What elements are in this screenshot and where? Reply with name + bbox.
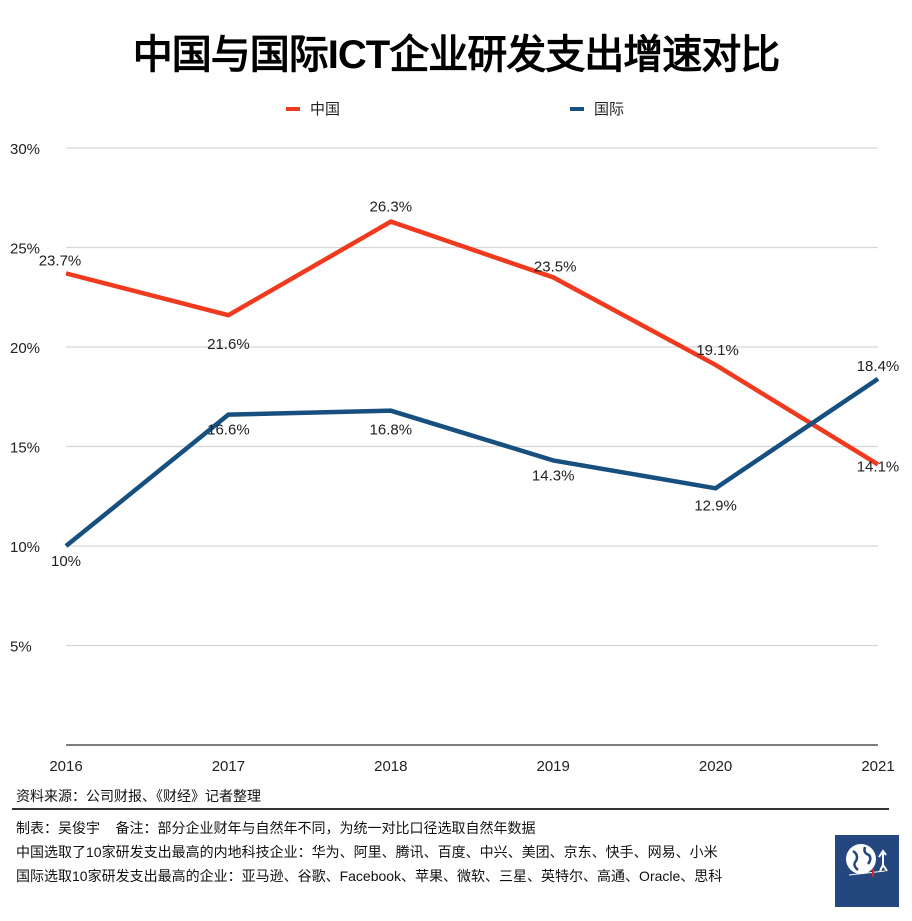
y-tick-label: 15% [10,440,40,457]
data-label: 19.1% [696,342,739,359]
series-line-china [65,219,880,467]
chart-title: 中国与国际ICT企业研发支出增速对比 [132,33,780,77]
legend-label-china: 中国 [310,101,341,118]
legend-swatch-china [286,106,300,111]
data-label: 26.3% [370,199,413,216]
legend-item-international: 国际 [570,98,624,119]
legend-label-international: 国际 [594,101,625,118]
x-tick-label: 2019 [537,758,570,775]
y-tick-label: 20% [10,340,40,357]
china-companies-note: 中国选取了10家研发支出最高的内地科技企业：华为、阿里、腾讯、百度、中兴、美团、… [16,844,718,860]
legend-swatch-international [570,106,584,111]
data-label: 18.4% [857,358,900,375]
data-label: 16.8% [370,422,413,439]
x-tick-label: 2017 [212,758,245,775]
data-label: 12.9% [694,497,737,514]
data-label: 23.7% [39,252,82,269]
data-label: 23.5% [534,258,577,275]
y-tick-label: 25% [10,241,40,258]
logo [835,835,899,907]
series-line-international [64,376,880,548]
x-tick-label: 2020 [699,758,732,775]
y-tick-label: 5% [10,639,32,656]
x-tick-label: 2016 [49,758,82,775]
x-tick-label: 2021 [861,758,894,775]
data-label: 10% [51,553,81,570]
y-tick-label: 10% [10,539,40,556]
source-note: 资料来源：公司财报、《财经》记者整理 [16,788,261,804]
data-label: 14.3% [532,467,575,484]
globe-icon [846,844,888,877]
line-chart: 5% 10% 15% 20% 25% 30% 2016 2017 2018 2019 2020 202… [10,141,900,775]
data-label: 14.1% [857,458,900,475]
divider [12,808,889,810]
data-label: 16.6% [207,422,250,439]
data-label: 21.6% [207,336,250,353]
international-companies-note: 国际选取10家研发支出最高的企业：亚马逊、谷歌、Facebook、苹果、微软、三… [16,868,723,884]
author-note: 制表：吴俊宇 备注：部分企业财年与自然年不同，为统一对比口径选取自然年数据 [16,820,536,836]
y-tick-label: 30% [10,141,40,158]
legend-item-china: 中国 [286,98,340,119]
x-tick-label: 2018 [374,758,407,775]
